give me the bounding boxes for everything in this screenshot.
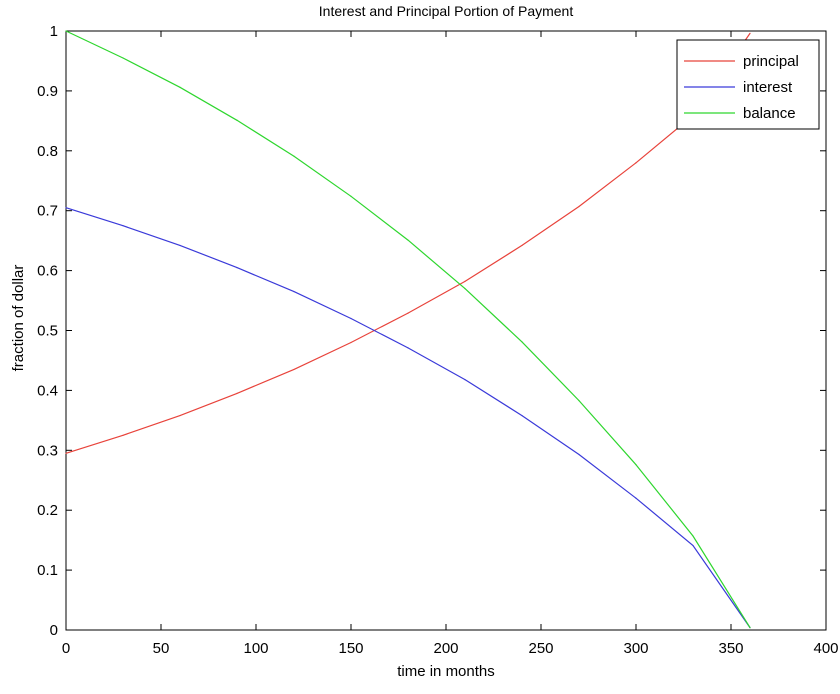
series-line-principal (65, 33, 751, 454)
data-point-principal (179, 414, 181, 417)
data-point-interest (464, 379, 466, 381)
x-tick-label: 300 (623, 640, 648, 657)
y-tick-label: 0.1 (37, 562, 58, 579)
data-point-principal (122, 434, 124, 436)
data-point-interest (122, 225, 124, 227)
data-point-interest (407, 347, 409, 349)
x-tick-label: 0 (62, 640, 70, 657)
y-tick-label: 0.7 (37, 203, 58, 220)
data-point-balance (350, 195, 352, 197)
data-point-principal (293, 368, 295, 371)
series-line-balance (65, 30, 751, 628)
data-point-interest (692, 544, 694, 547)
y-tick-label: 0.6 (37, 263, 58, 280)
data-point-balance (179, 86, 181, 88)
x-tick-label: 400 (813, 640, 838, 657)
x-tick-label: 100 (243, 640, 268, 657)
data-point-principal (464, 280, 466, 282)
data-point-balance (236, 119, 238, 121)
y-axis-title: fraction of dollar (10, 265, 27, 372)
data-point-balance (293, 155, 295, 157)
x-tick-label: 50 (153, 640, 170, 657)
chart-title: Interest and Principal Portion of Paymen… (319, 3, 574, 19)
data-point-principal (236, 392, 238, 394)
data-point-principal (635, 162, 637, 164)
data-point-balance (521, 341, 523, 343)
data-point-principal (578, 205, 580, 208)
y-tick-label: 0.8 (37, 143, 58, 160)
data-point-balance (122, 57, 124, 59)
data-point-principal (407, 312, 409, 314)
legend-label-interest: interest (743, 79, 793, 96)
y-tick-label: 0.5 (37, 323, 58, 340)
y-tick-label: 0.3 (37, 442, 58, 459)
data-point-balance (578, 399, 580, 402)
data-point-interest (350, 317, 352, 320)
y-tick-label: 1 (50, 23, 58, 40)
data-point-principal (749, 32, 751, 34)
data-point-interest (578, 453, 580, 456)
data-point-principal (65, 452, 67, 454)
data-point-interest (65, 207, 67, 209)
x-tick-label: 200 (433, 640, 458, 657)
data-point-interest (236, 267, 238, 269)
data-point-balance (749, 627, 751, 629)
plot-area: 0 50 100 150 200 250 300 350 400 0 0.1 0.2 0.3 0.4 0.5… (37, 23, 838, 657)
x-tick-label: 250 (528, 640, 553, 657)
x-tick-label: 150 (338, 640, 363, 657)
data-point-interest (293, 290, 295, 293)
data-point-interest (521, 414, 523, 417)
legend-label-principal: principal (743, 53, 799, 70)
data-point-interest (635, 497, 637, 499)
series-line-interest (65, 207, 751, 628)
legend-box (676, 39, 820, 130)
data-point-balance (65, 30, 67, 32)
data-point-principal (521, 244, 523, 247)
x-axis-title: time in months (397, 663, 495, 680)
y-tick-label: 0 (50, 622, 58, 639)
y-tick-label: 0.4 (37, 382, 58, 399)
y-tick-label: 0.2 (37, 502, 58, 519)
data-point-interest (179, 244, 181, 247)
data-point-balance (407, 239, 409, 241)
x-tick-label: 350 (718, 640, 743, 657)
legend-label-balance: balance (743, 105, 796, 122)
data-point-balance (635, 464, 637, 466)
data-point-principal (350, 341, 352, 344)
data-point-balance (692, 535, 694, 537)
y-tick-label: 0.9 (37, 83, 58, 100)
data-point-balance (464, 287, 466, 290)
